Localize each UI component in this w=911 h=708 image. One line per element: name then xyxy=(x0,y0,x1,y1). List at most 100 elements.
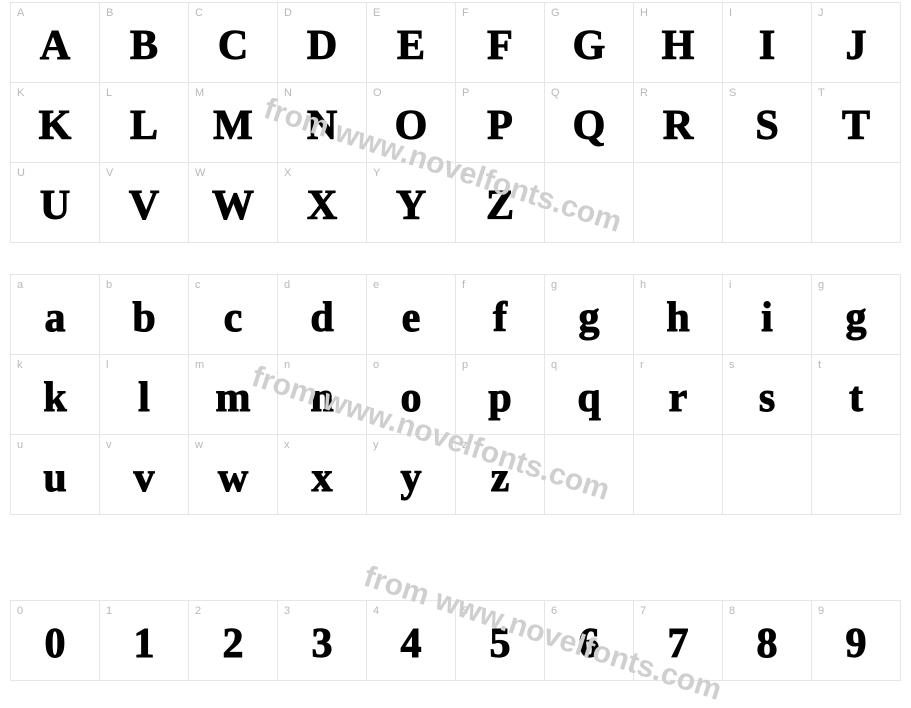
cell-key-label: X xyxy=(284,167,291,179)
glyph-cell: ZZ xyxy=(456,163,545,243)
cell-key-label: A xyxy=(17,7,24,19)
charmap-block-lowercase: aabbccddeeffgghhiiggkkllmmnnooppqqrrsstt… xyxy=(10,274,901,515)
cell-glyph: k xyxy=(11,377,99,419)
glyph-cell: 88 xyxy=(723,601,812,681)
cell-key-label: V xyxy=(106,167,113,179)
cell-glyph: Z xyxy=(456,185,544,227)
empty-cell xyxy=(723,435,812,515)
empty-cell xyxy=(723,163,812,243)
empty-cell xyxy=(634,163,723,243)
glyph-cell: ff xyxy=(456,275,545,355)
glyph-cell: HH xyxy=(634,3,723,83)
cell-key-label: w xyxy=(195,439,203,451)
cell-key-label: J xyxy=(818,7,824,19)
cell-glyph: I xyxy=(723,25,811,67)
cell-key-label: 0 xyxy=(17,605,23,617)
cell-glyph: L xyxy=(100,105,188,147)
cell-glyph: R xyxy=(634,105,722,147)
cell-key-label: l xyxy=(106,359,108,371)
cell-glyph: A xyxy=(11,25,99,67)
cell-glyph: N xyxy=(278,105,366,147)
cell-key-label: W xyxy=(195,167,205,179)
cell-key-label: Z xyxy=(462,167,469,179)
cell-glyph: l xyxy=(100,377,188,419)
cell-glyph: 3 xyxy=(278,623,366,665)
glyph-cell: GG xyxy=(545,3,634,83)
cell-glyph: s xyxy=(723,377,811,419)
cell-key-label: C xyxy=(195,7,203,19)
cell-key-label: M xyxy=(195,87,204,99)
cell-glyph: o xyxy=(367,377,455,419)
cell-glyph: 4 xyxy=(367,623,455,665)
cell-glyph: a xyxy=(11,297,99,339)
cell-glyph: 5 xyxy=(456,623,544,665)
glyph-cell: WW xyxy=(189,163,278,243)
empty-cell xyxy=(545,163,634,243)
cell-glyph: X xyxy=(278,185,366,227)
cell-glyph: m xyxy=(189,377,277,419)
cell-key-label: B xyxy=(106,7,113,19)
glyph-cell: SS xyxy=(723,83,812,163)
cell-key-label: i xyxy=(729,279,731,291)
glyph-cell: EE xyxy=(367,3,456,83)
glyph-cell: tt xyxy=(812,355,901,435)
cell-key-label: 4 xyxy=(373,605,379,617)
cell-glyph: t xyxy=(812,377,900,419)
cell-key-label: n xyxy=(284,359,290,371)
cell-key-label: b xyxy=(106,279,112,291)
empty-cell xyxy=(812,435,901,515)
cell-key-label: L xyxy=(106,87,112,99)
cell-glyph: S xyxy=(723,105,811,147)
cell-key-label: u xyxy=(17,439,23,451)
character-grid: aabbccddeeffgghhiiggkkllmmnnooppqqrrsstt… xyxy=(10,274,901,515)
glyph-cell: qq xyxy=(545,355,634,435)
cell-key-label: g xyxy=(818,279,824,291)
cell-key-label: K xyxy=(17,87,24,99)
glyph-cell: gg xyxy=(545,275,634,355)
cell-glyph: x xyxy=(278,457,366,499)
cell-key-label: T xyxy=(818,87,825,99)
cell-key-label: G xyxy=(551,7,560,19)
glyph-cell: 33 xyxy=(278,601,367,681)
cell-key-label: F xyxy=(462,7,469,19)
cell-glyph: C xyxy=(189,25,277,67)
cell-key-label: z xyxy=(462,439,468,451)
glyph-cell: vv xyxy=(100,435,189,515)
glyph-cell: JJ xyxy=(812,3,901,83)
glyph-cell: AA xyxy=(11,3,100,83)
empty-cell xyxy=(545,435,634,515)
cell-glyph: Q xyxy=(545,105,633,147)
glyph-cell: dd xyxy=(278,275,367,355)
cell-key-label: N xyxy=(284,87,292,99)
cell-key-label: q xyxy=(551,359,557,371)
cell-key-label: f xyxy=(462,279,465,291)
cell-glyph: E xyxy=(367,25,455,67)
glyph-cell: NN xyxy=(278,83,367,163)
cell-key-label: 6 xyxy=(551,605,557,617)
cell-glyph: z xyxy=(456,457,544,499)
cell-glyph: c xyxy=(189,297,277,339)
cell-glyph: U xyxy=(11,185,99,227)
glyph-cell: 55 xyxy=(456,601,545,681)
glyph-cell: 44 xyxy=(367,601,456,681)
glyph-cell: ll xyxy=(100,355,189,435)
cell-key-label: U xyxy=(17,167,25,179)
cell-key-label: R xyxy=(640,87,648,99)
cell-key-label: h xyxy=(640,279,646,291)
cell-key-label: o xyxy=(373,359,379,371)
cell-glyph: K xyxy=(11,105,99,147)
charmap-block-digits: 00112233445566778899 xyxy=(10,600,901,681)
cell-key-label: a xyxy=(17,279,23,291)
cell-glyph: i xyxy=(723,297,811,339)
cell-key-label: 1 xyxy=(106,605,112,617)
cell-key-label: S xyxy=(729,87,736,99)
character-grid: AABBCCDDEEFFGGHHIIJJKKLLMMNNOOPPQQRRSSTT… xyxy=(10,2,901,243)
cell-glyph: F xyxy=(456,25,544,67)
cell-key-label: 7 xyxy=(640,605,646,617)
glyph-cell: 00 xyxy=(11,601,100,681)
cell-key-label: r xyxy=(640,359,644,371)
glyph-cell: bb xyxy=(100,275,189,355)
cell-glyph: B xyxy=(100,25,188,67)
cell-glyph: n xyxy=(278,377,366,419)
cell-key-label: O xyxy=(373,87,382,99)
